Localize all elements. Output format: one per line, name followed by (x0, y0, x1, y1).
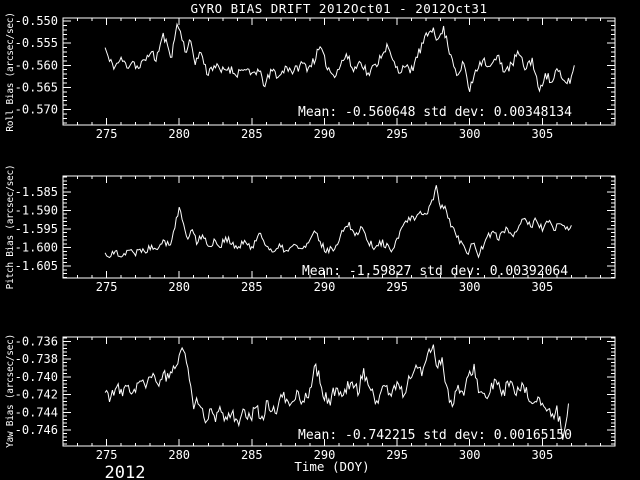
roll-mean-annotation: Mean: -0.560648 std dev: 0.00348134 (298, 105, 572, 120)
roll-bias-trace (104, 22, 575, 93)
x-tick-label: 305 (532, 127, 554, 141)
yaw-bias-trace (104, 344, 569, 440)
x-tick-label: 285 (241, 280, 263, 294)
x-tick-label: 295 (386, 280, 408, 294)
yaw-mean-annotation: Mean: -0.742215 std dev: 0.00165150 (298, 428, 572, 443)
x-tick-label: 305 (532, 280, 554, 294)
x-tick-label: 290 (314, 127, 336, 141)
y-tick-label: -1.595 (15, 222, 58, 236)
x-tick-label: 295 (386, 127, 408, 141)
y-tick-label: -0.736 (15, 334, 58, 348)
y-tick-label: -1.585 (15, 185, 58, 199)
x-tick-label: 275 (96, 280, 118, 294)
roll-axis-label: Roll Bias (arcsec/sec) (5, 12, 16, 131)
year-label: 2012 (105, 463, 146, 480)
x-axis-label: Time (DOY) (294, 459, 369, 474)
y-tick-label: -0.555 (15, 36, 58, 50)
x-tick-label: 290 (314, 448, 336, 462)
y-tick-label: -0.570 (15, 103, 58, 117)
x-tick-label: 285 (241, 127, 263, 141)
x-tick-label: 280 (168, 127, 190, 141)
x-tick-label: 300 (459, 448, 481, 462)
pitch-bias-trace (104, 185, 572, 259)
y-tick-label: -1.605 (15, 259, 58, 273)
x-tick-label: 280 (168, 280, 190, 294)
x-tick-label: 290 (314, 280, 336, 294)
x-tick-label: 300 (459, 280, 481, 294)
chart-title: GYRO BIAS DRIFT 2012Oct01 - 2012Oct31 (191, 1, 488, 16)
y-tick-label: -0.565 (15, 80, 58, 94)
yaw-axis-label: Yaw Bias (arcsec/sec) (5, 334, 16, 448)
x-tick-label: 285 (241, 448, 263, 462)
y-tick-label: -1.600 (15, 241, 58, 255)
y-tick-label: -0.746 (15, 423, 58, 437)
y-tick-label: -1.590 (15, 204, 58, 218)
y-tick-label: -0.744 (15, 405, 58, 419)
pitch-axis-label: Pitch Bias (arcsec/sec) (5, 165, 16, 290)
y-tick-label: -0.738 (15, 352, 58, 366)
x-tick-label: 275 (96, 127, 118, 141)
x-tick-label: 275 (96, 448, 118, 462)
y-tick-label: -0.740 (15, 370, 58, 384)
y-tick-label: -0.742 (15, 388, 58, 402)
x-tick-label: 305 (532, 448, 554, 462)
y-tick-label: -0.550 (15, 14, 58, 28)
x-tick-label: 280 (168, 448, 190, 462)
plot-panels: 275 280 285 290 295 300 305 -0.550 -0.555 -0.560 -… (15, 14, 616, 462)
y-tick-label: -0.560 (15, 58, 58, 72)
x-tick-label: 300 (459, 127, 481, 141)
x-tick-label: 295 (386, 448, 408, 462)
